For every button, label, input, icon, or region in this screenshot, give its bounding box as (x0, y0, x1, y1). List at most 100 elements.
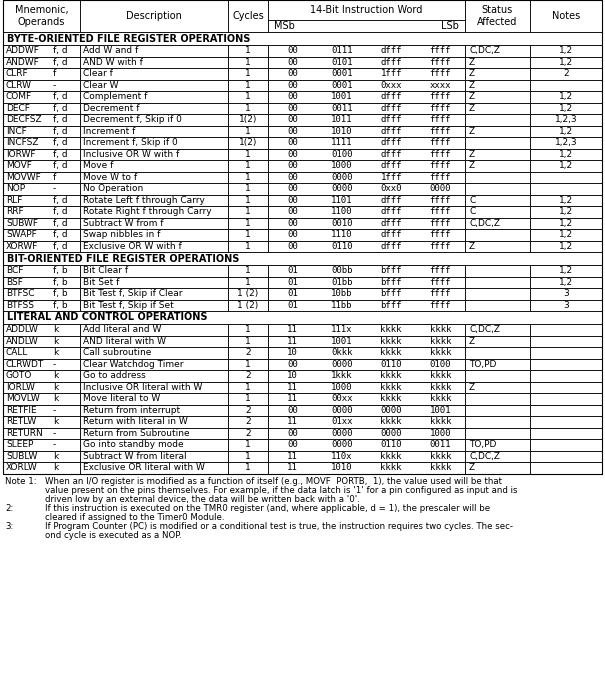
Bar (80, 57, 228, 68)
Text: kkkk: kkkk (381, 349, 402, 358)
Bar (530, 428, 602, 439)
Text: 0kkk: 0kkk (331, 349, 353, 358)
Text: k: k (53, 452, 58, 461)
Text: 0001: 0001 (331, 81, 353, 90)
Bar (465, 137, 530, 148)
Text: kkkk: kkkk (430, 463, 451, 472)
Text: f, d: f, d (53, 195, 68, 204)
Text: C: C (469, 195, 476, 204)
Text: 00: 00 (287, 161, 298, 170)
Bar (3, 171, 80, 183)
Bar (465, 0, 530, 32)
Text: ffff: ffff (430, 219, 451, 228)
Bar (268, 160, 465, 171)
Text: f: f (53, 173, 56, 182)
Text: 1,2: 1,2 (559, 230, 573, 239)
Text: 01: 01 (287, 289, 298, 298)
Text: Z: Z (469, 104, 475, 113)
Bar (228, 0, 268, 32)
Text: 1,2: 1,2 (559, 278, 573, 287)
Bar (80, 450, 228, 462)
Text: 1: 1 (245, 150, 251, 159)
Text: 1: 1 (245, 58, 251, 67)
Text: 1001: 1001 (331, 337, 353, 346)
Text: f, d: f, d (53, 207, 68, 216)
Text: 01bb: 01bb (331, 278, 353, 287)
Text: kkkk: kkkk (381, 452, 402, 461)
Bar (80, 68, 228, 80)
Text: COMF: COMF (6, 92, 32, 101)
Bar (80, 206, 228, 218)
Bar (268, 103, 465, 114)
Text: 00: 00 (287, 207, 298, 216)
Text: 1001: 1001 (331, 92, 353, 101)
Text: k: k (53, 463, 58, 472)
Text: ffff: ffff (430, 301, 451, 310)
Text: dfff: dfff (381, 207, 402, 216)
Bar (80, 229, 228, 240)
Bar (228, 148, 268, 160)
Bar (3, 288, 80, 299)
Text: 11: 11 (287, 394, 298, 403)
Bar (80, 137, 228, 148)
Text: 1010: 1010 (331, 463, 353, 472)
Text: RLF: RLF (6, 195, 22, 204)
Bar (465, 125, 530, 137)
Bar (80, 125, 228, 137)
Bar (228, 462, 268, 473)
Text: f, b: f, b (53, 266, 68, 275)
Bar (268, 68, 465, 80)
Text: -: - (53, 429, 56, 438)
Text: Clear W: Clear W (83, 81, 119, 90)
Text: f, b: f, b (53, 289, 68, 298)
Bar (3, 80, 80, 91)
Bar (80, 148, 228, 160)
Text: f, d: f, d (53, 58, 68, 67)
Text: Return from interrupt: Return from interrupt (83, 405, 180, 414)
Text: 0010: 0010 (331, 219, 353, 228)
Bar (80, 358, 228, 370)
Text: C,DC,Z: C,DC,Z (469, 452, 500, 461)
Bar (228, 229, 268, 240)
Text: 11: 11 (287, 325, 298, 334)
Text: 1,2,3: 1,2,3 (555, 138, 577, 147)
Bar (268, 347, 465, 358)
Bar (3, 68, 80, 80)
Text: kkkk: kkkk (430, 383, 451, 392)
Text: 1: 1 (245, 360, 251, 369)
Bar (530, 347, 602, 358)
Text: Clear f: Clear f (83, 69, 113, 78)
Text: 10: 10 (287, 371, 298, 380)
Text: 0000: 0000 (331, 360, 353, 369)
Bar (228, 91, 268, 103)
Bar (530, 370, 602, 382)
Text: Z: Z (469, 81, 475, 90)
Text: kkkk: kkkk (381, 383, 402, 392)
Bar (530, 218, 602, 229)
Bar (268, 462, 465, 473)
Text: f, d: f, d (53, 127, 68, 136)
Text: IORLW: IORLW (6, 383, 35, 392)
Bar (3, 439, 80, 450)
Text: f, d: f, d (53, 161, 68, 170)
Text: NOP: NOP (6, 184, 25, 193)
Bar (530, 80, 602, 91)
Text: XORLW: XORLW (6, 463, 38, 472)
Text: 00: 00 (287, 104, 298, 113)
Bar (80, 335, 228, 347)
Bar (228, 277, 268, 288)
Bar (268, 137, 465, 148)
Text: ffff: ffff (430, 92, 451, 101)
Text: f, d: f, d (53, 242, 68, 251)
Text: 00: 00 (287, 69, 298, 78)
Text: ffff: ffff (430, 289, 451, 298)
Text: dfff: dfff (381, 138, 402, 147)
Bar (268, 370, 465, 382)
Text: 1: 1 (245, 278, 251, 287)
Text: 1100: 1100 (331, 207, 353, 216)
Bar (3, 358, 80, 370)
Text: Move literal to W: Move literal to W (83, 394, 160, 403)
Text: cleared if assigned to the Timer0 Module.: cleared if assigned to the Timer0 Module… (45, 513, 224, 522)
Text: k: k (53, 417, 58, 426)
Bar (80, 160, 228, 171)
